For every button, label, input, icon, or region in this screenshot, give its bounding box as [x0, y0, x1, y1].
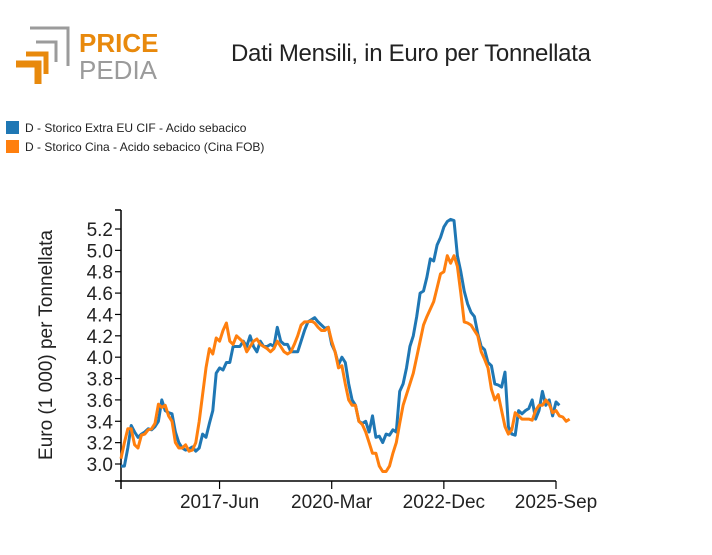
series-line-extra-eu-cif[interactable] [121, 217, 561, 468]
legend-label: D - Storico Extra EU CIF - Acido sebacic… [25, 120, 247, 135]
y-tick-label: 4.2 [87, 327, 113, 348]
logo-word-pedia: PEDIA [79, 55, 158, 85]
legend-item-extra-eu[interactable]: D - Storico Extra EU CIF - Acido sebacic… [6, 118, 264, 137]
pricepedia-logo: PRICE PEDIA [16, 26, 158, 85]
legend-label: D - Storico Cina - Acido sebacico (Cina … [25, 139, 265, 154]
y-tick-label: 4.8 [87, 263, 113, 284]
y-tick-label: 3.6 [87, 391, 113, 412]
chart-title: Dati Mensili, in Euro per Tonnellata [231, 40, 591, 67]
y-tick-label: 3.0 [87, 455, 113, 476]
y-tick-label: 5.2 [87, 220, 113, 241]
y-tick-label: 4.6 [87, 284, 113, 305]
y-tick-label: 4.4 [87, 305, 114, 326]
legend: D - Storico Extra EU CIF - Acido sebacic… [6, 118, 264, 156]
legend-item-cina[interactable]: D - Storico Cina - Acido sebacico (Cina … [6, 137, 264, 156]
y-axis: 3.03.23.43.63.84.04.24.44.64.85.05.2 [87, 209, 122, 481]
y-axis-title: Euro (1 000) per Tonnellata [36, 230, 57, 460]
x-tick-label: 2020-Mar [291, 492, 373, 513]
y-tick-label: 5.0 [87, 241, 113, 262]
legend-swatch-orange [6, 140, 19, 153]
y-tick-label: 3.8 [87, 370, 113, 391]
y-tick-label: 4.0 [87, 348, 113, 369]
y-tick-label: 3.2 [87, 434, 113, 455]
x-axis: 2017-Jun 2020-Mar 2022-Dec 2025-Sep [115, 480, 597, 513]
legend-swatch-blue [6, 121, 19, 134]
series-line-cina-fob[interactable] [119, 254, 571, 473]
plot-area [119, 217, 571, 473]
logo-word-price: PRICE [79, 28, 158, 58]
x-tick-label: 2017-Jun [180, 492, 259, 513]
x-tick-label: 2022-Dec [403, 492, 485, 513]
y-tick-label: 3.4 [87, 412, 114, 433]
x-tick-label: 2025-Sep [515, 492, 597, 513]
logo-mark-icon [16, 26, 70, 84]
